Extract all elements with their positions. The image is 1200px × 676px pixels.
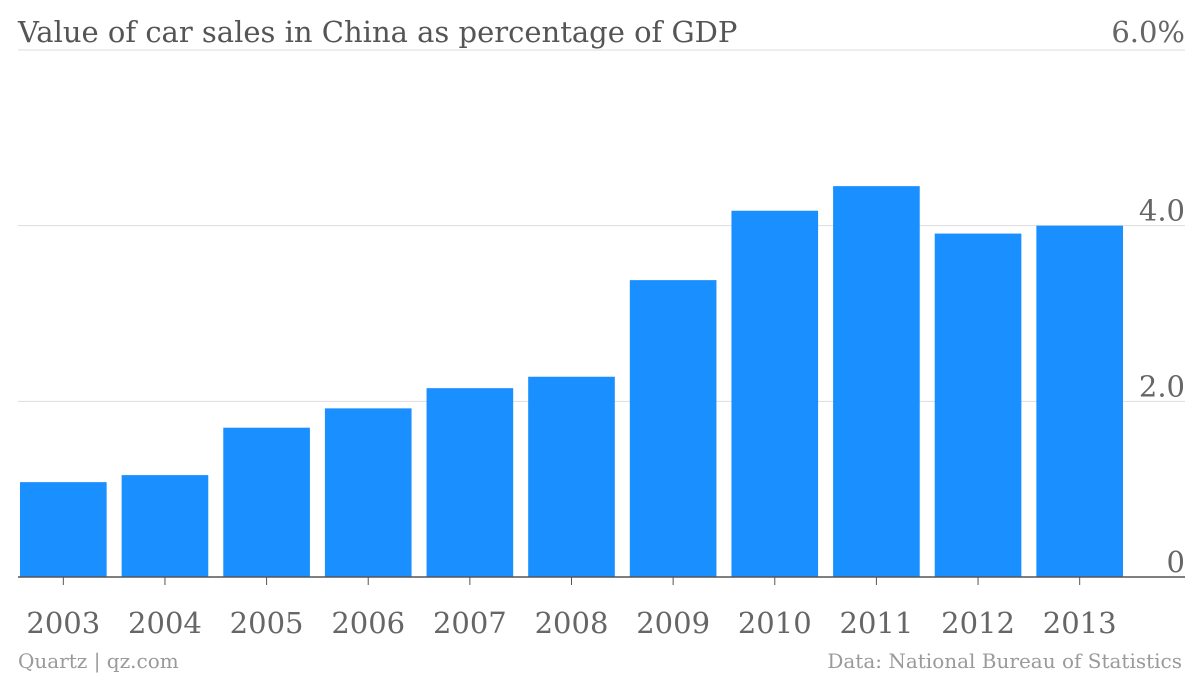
x-tick-label-2013: 2013 [1043,606,1117,640]
bar-2009 [629,280,717,577]
x-tick-label-2007: 2007 [433,606,507,640]
bar-2012 [934,233,1022,578]
x-axis-ticks: 2003 2004 2005 2006 2007 2008 2009 2010 2011 2012… [26,577,1117,640]
x-tick-label-2012: 2012 [941,606,1015,640]
x-tick-label-2009: 2009 [636,606,710,640]
bar-2004 [121,475,209,577]
bars [20,186,1123,578]
bar-2008 [528,376,615,577]
chart-title: Value of car sales in China as percentag… [17,15,737,49]
bar-2003 [20,482,107,577]
y-tick-label-0: 0 [1167,545,1185,579]
bar-2005 [223,427,310,577]
y-tick-label-3: 6.0% [1111,15,1185,49]
bar-2006 [324,408,412,577]
bar-2007 [426,388,514,577]
x-tick-label-2008: 2008 [535,606,609,640]
x-tick-label-2011: 2011 [840,606,914,640]
y-axis-ticks: 0 2.0 4.0 6.0% [1111,15,1185,579]
x-tick-label-2003: 2003 [26,606,100,640]
y-tick-label-2: 4.0 [1139,194,1185,228]
bar-2011 [833,186,920,577]
x-tick-label-2010: 2010 [738,606,812,640]
x-tick-label-2004: 2004 [128,606,202,640]
source-left: Quartz | qz.com [18,649,179,674]
x-tick-label-2005: 2005 [230,606,304,640]
y-tick-label-1: 2.0 [1139,369,1185,403]
x-tick-label-2006: 2006 [331,606,405,640]
bar-2013 [1036,225,1123,577]
bar-2010 [731,210,819,578]
source-right: Data: National Bureau of Statistics [827,649,1182,673]
